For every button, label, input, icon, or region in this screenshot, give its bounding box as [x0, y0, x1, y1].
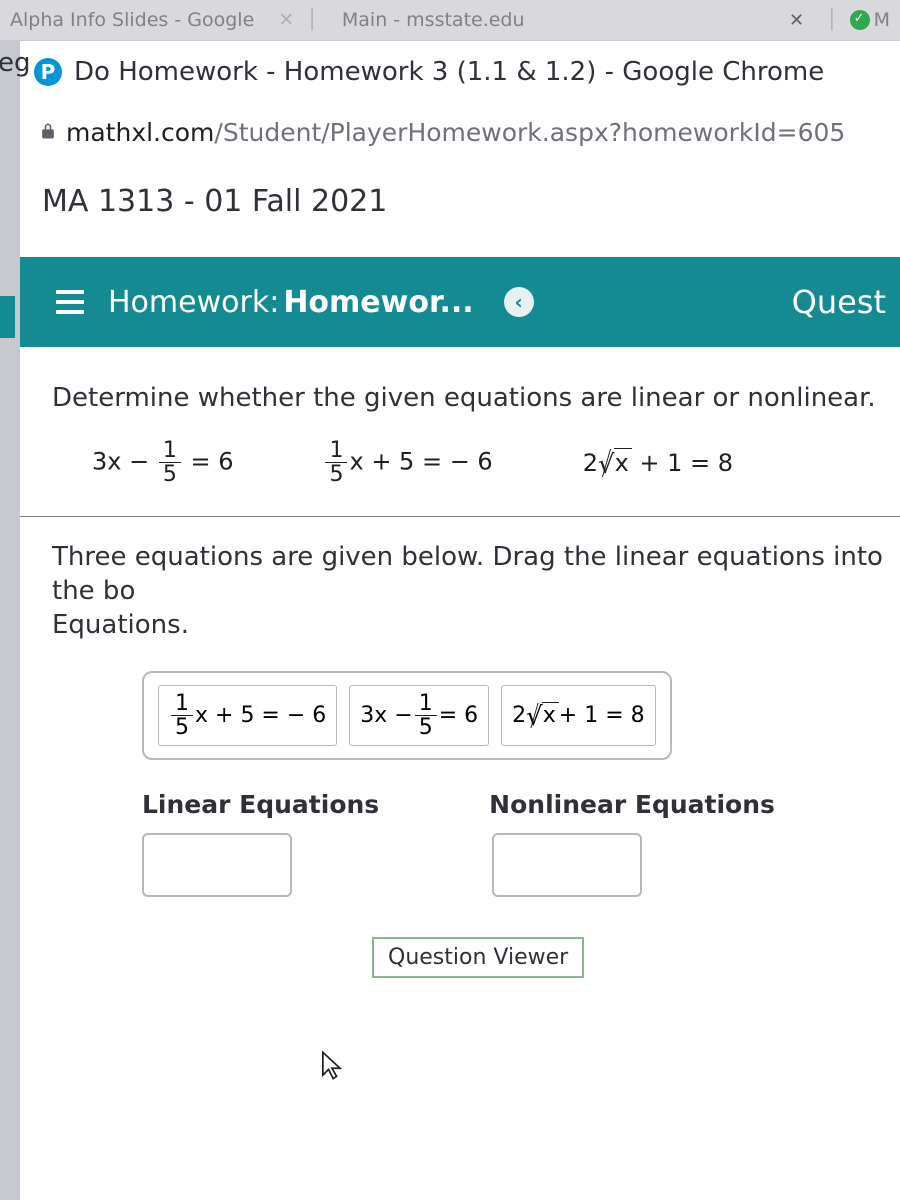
question-viewer-button[interactable]: Question Viewer — [372, 937, 584, 978]
tab-close-icon[interactable]: ✕ — [789, 10, 804, 31]
linear-drop-zone[interactable] — [142, 833, 292, 897]
question-prompt: Determine whether the given equations ar… — [52, 383, 900, 413]
background-tab-bar: Alpha Info Slides - Google ✕ │ Main - ms… — [0, 0, 900, 40]
pearson-icon: P — [34, 58, 62, 86]
lock-icon — [38, 118, 56, 147]
equation-2: 15x + 5 = − 6 — [323, 439, 492, 486]
equation-row: 3x − 15 = 6 15x + 5 = − 6 2√x + 1 = 8 — [92, 439, 900, 486]
equation-1: 3x − 15 = 6 — [92, 439, 233, 486]
homework-header: Homework: Homewor... ‹ Quest — [20, 257, 900, 347]
page-content: MA 1313 - 01 Fall 2021 Homework: Homewor… — [20, 162, 900, 1200]
secure-icon — [850, 10, 870, 30]
homework-label: Homework: — [108, 285, 279, 320]
prev-question-button[interactable]: ‹ — [504, 287, 534, 317]
window-title-text: Do Homework - Homework 3 (1.1 & 1.2) - G… — [74, 57, 824, 87]
drop-zone-labels: Linear Equations Nonlinear Equations — [142, 790, 900, 819]
linear-label: Linear Equations — [142, 790, 379, 819]
address-bar[interactable]: mathxl.com/Student/PlayerHomework.aspx?h… — [20, 102, 900, 162]
instructions-text: Three equations are given below. Drag th… — [52, 541, 900, 642]
course-title: MA 1313 - 01 Fall 2021 — [42, 184, 900, 219]
tab-1-title: Alpha Info Slides - Google — [10, 9, 254, 31]
tab-divider-2: │ — [826, 9, 837, 31]
tab-divider: ✕ │ — [266, 9, 330, 31]
nonlinear-drop-zone[interactable] — [492, 833, 642, 897]
draggable-tiles-container: 15x + 5 = − 6 3x − 15 = 6 2√x + 1 = 8 — [142, 671, 672, 760]
equation-3: 2√x + 1 = 8 — [583, 448, 733, 478]
left-edge-text: eg — [0, 48, 31, 78]
url-path: /Student/PlayerHomework.aspx?homeworkId=… — [214, 118, 845, 147]
url-text: mathxl.com/Student/PlayerHomework.aspx?h… — [66, 118, 845, 147]
homework-title: Homewor... — [283, 285, 473, 320]
cursor-icon — [318, 1050, 346, 1090]
menu-icon[interactable] — [56, 290, 84, 314]
drop-zones — [142, 833, 900, 897]
tile-eq2[interactable]: 15x + 5 = − 6 — [158, 685, 337, 746]
separator-line — [20, 516, 900, 517]
window-title-bar: P Do Homework - Homework 3 (1.1 & 1.2) -… — [20, 40, 900, 102]
left-accent-bar — [0, 296, 15, 338]
url-domain: mathxl.com — [66, 118, 214, 147]
tab-2-title: Main - msstate.edu — [342, 9, 525, 31]
nonlinear-label: Nonlinear Equations — [489, 790, 775, 819]
tile-eq1[interactable]: 3x − 15 = 6 — [349, 685, 489, 746]
question-label: Quest — [792, 283, 886, 321]
tab-3-m: M — [874, 9, 890, 31]
tile-eq3[interactable]: 2√x + 1 = 8 — [501, 685, 655, 746]
